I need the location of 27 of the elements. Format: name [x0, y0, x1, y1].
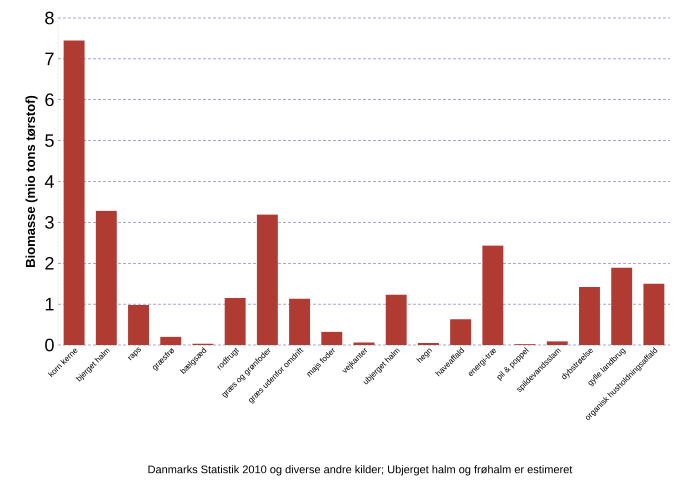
- bar: [546, 341, 568, 345]
- bar: [224, 298, 246, 345]
- bar: [611, 268, 632, 345]
- bar: [643, 284, 664, 345]
- y-axis-title: Biomasse (mio tons tørstof): [25, 96, 38, 267]
- x-tick-label: raps: [128, 347, 141, 360]
- y-tick-label: 2: [45, 256, 54, 270]
- y-tick-label: 3: [45, 216, 54, 229]
- y-tick-label: 6: [45, 93, 54, 106]
- bar: [386, 294, 407, 345]
- y-tick-label: 7: [45, 52, 54, 66]
- y-tick-label: 4: [44, 175, 54, 188]
- bar: [256, 214, 278, 345]
- y-tick-label: 1: [46, 298, 54, 310]
- y-tick-label: 8: [45, 12, 54, 24]
- bar: [321, 332, 342, 345]
- text: Danmarks Statistik 2010 og diverse andre kilder; Ubjerget halm og frøhalm er estimeret: [148, 465, 572, 476]
- bar: [482, 246, 504, 345]
- y-tick-label: 5: [45, 134, 54, 147]
- bar: [160, 336, 182, 345]
- bar: [289, 298, 310, 345]
- bar: [64, 40, 85, 345]
- y-tick-label: 0: [45, 338, 54, 352]
- bar: [579, 286, 600, 345]
- bar: [128, 304, 149, 345]
- bar: [96, 210, 117, 345]
- bar: [450, 319, 472, 345]
